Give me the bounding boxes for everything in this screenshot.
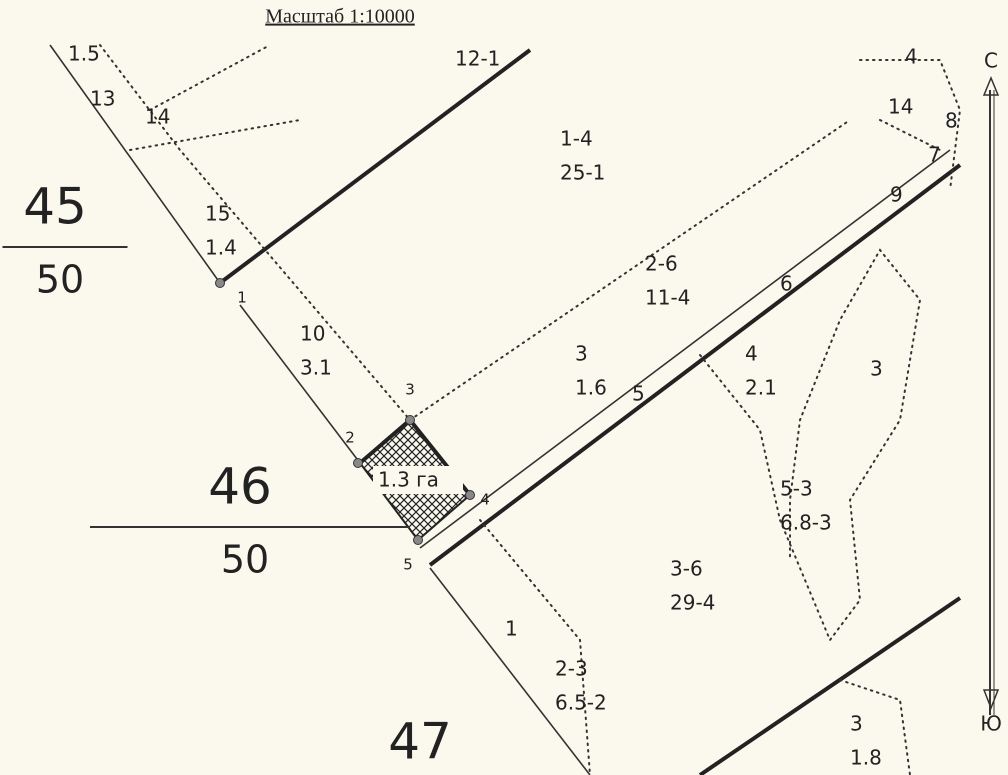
compass-north: С: [984, 49, 998, 73]
plot-number: 1-4: [560, 127, 593, 151]
plot-value: 1.6: [575, 376, 607, 400]
plot-value: 29-4: [670, 591, 715, 615]
plot-number: 10: [300, 322, 325, 346]
plot-value: 3.1: [300, 356, 332, 380]
forest-map: Масштаб 1:10000 4550465047151.41-425-110…: [0, 0, 1008, 775]
plot-label: 14: [145, 105, 170, 129]
point-number: 1: [237, 289, 247, 307]
corner-point: [406, 416, 415, 425]
plot-number: 2-6: [645, 252, 678, 276]
plot-value: 1.4: [205, 236, 237, 260]
plot-number: 3: [850, 712, 863, 736]
compass-south: Ю: [980, 712, 1002, 736]
point-number: 4: [480, 491, 490, 509]
plot-number: 4: [745, 342, 758, 366]
plot-label: 1: [505, 617, 518, 641]
plot-label: 9: [890, 183, 903, 207]
quarter-number: 45: [23, 178, 87, 236]
plot-label: 12-1: [455, 47, 500, 71]
plot-label: 1.5: [68, 42, 100, 66]
corner-point: [354, 459, 363, 468]
plot-number: 2-3: [555, 657, 588, 681]
plot-label: 3: [870, 357, 883, 381]
plot-label: 13: [90, 87, 115, 111]
quarter-denominator: 50: [221, 538, 269, 582]
plot-number: 5-3: [780, 477, 813, 501]
point-number: 3: [405, 381, 415, 399]
point-number: 5: [403, 556, 413, 574]
quarter-number: 47: [388, 713, 452, 771]
plot-label: 5: [632, 382, 645, 406]
plot-number: 3: [575, 342, 588, 366]
plot-label: 4: [905, 45, 918, 69]
point-number: 2: [345, 429, 355, 447]
plot-value: 11-4: [645, 286, 690, 310]
plot-value: 6.5-2: [555, 691, 607, 715]
corner-point: [414, 536, 423, 545]
corner-point: [216, 279, 225, 288]
plot-number: 15: [205, 202, 230, 226]
plot-value: 25-1: [560, 161, 605, 185]
plot-label: 14: [888, 95, 913, 119]
plot-value: 2.1: [745, 376, 777, 400]
quarter-number: 46: [208, 458, 272, 516]
plot-label: 6: [780, 272, 793, 296]
plot-value: 1.8: [850, 746, 882, 770]
boundaries: [50, 45, 960, 775]
plot-label: 8: [945, 109, 958, 133]
area-label: 1.3 га: [378, 468, 439, 492]
plot-label: 7: [928, 143, 941, 167]
quarter-denominator: 50: [36, 258, 84, 302]
scale-title: Масштаб 1:10000: [265, 6, 415, 28]
corner-point: [466, 491, 475, 500]
plot-value: 6.8-3: [780, 511, 832, 535]
compass: [984, 78, 998, 715]
plot-number: 3-6: [670, 557, 703, 581]
